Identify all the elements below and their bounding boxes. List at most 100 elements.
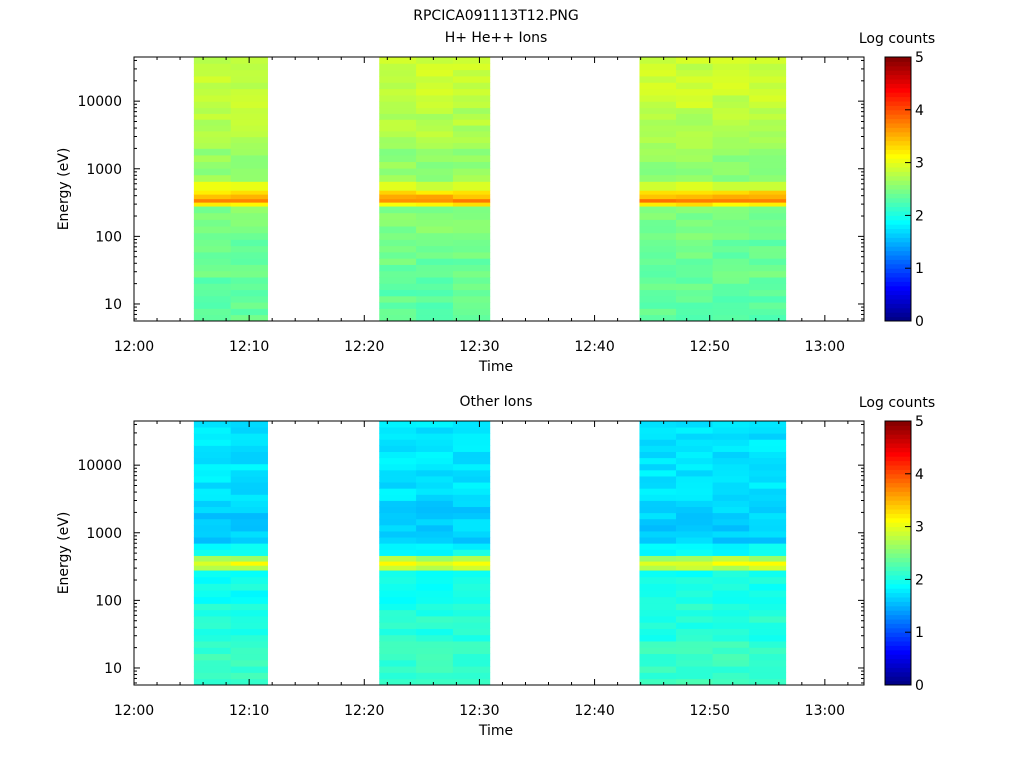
colorbar-tick-label: 4 — [915, 467, 924, 483]
heatmap-cell — [712, 69, 750, 77]
heatmap-cell — [416, 500, 454, 508]
heatmap-cell — [379, 63, 417, 71]
heatmap-cell — [452, 161, 491, 169]
heatmap-cell — [712, 531, 750, 538]
heatmap-cell — [379, 590, 417, 598]
heatmap-cell — [712, 537, 750, 544]
heatmap-cell — [379, 641, 417, 648]
heatmap-cell — [416, 264, 454, 272]
heatmap-cell — [676, 565, 713, 571]
heatmap-cell — [712, 308, 750, 316]
heatmap-cell — [749, 641, 787, 648]
heatmap-cell — [379, 302, 417, 309]
colorbar-swatch — [885, 101, 911, 106]
heatmap-cell — [230, 198, 268, 203]
heatmap-cell — [416, 88, 454, 96]
heatmap-cell — [193, 270, 232, 278]
heatmap-cell — [379, 107, 417, 114]
heatmap-cell — [749, 653, 787, 661]
heatmap-cell — [416, 622, 454, 629]
heatmap-cell — [639, 555, 677, 562]
heatmap-cell — [416, 433, 454, 440]
heatmap-cell — [193, 549, 232, 556]
colorbar-swatch — [885, 255, 911, 260]
heatmap-cell — [193, 113, 232, 120]
heatmap-cell — [676, 463, 713, 471]
heatmap-cell — [193, 647, 232, 655]
heatmap-cell — [452, 289, 491, 297]
heatmap-cell — [676, 289, 713, 297]
heatmap-cell — [712, 433, 750, 440]
heatmap-cell — [379, 283, 417, 291]
heatmap-cell — [712, 190, 750, 195]
heatmap-cell — [230, 206, 268, 214]
heatmap-cell — [676, 622, 713, 629]
heatmap-cell — [712, 439, 750, 446]
heatmap-cell — [749, 531, 787, 538]
colorbar-swatch — [885, 57, 911, 62]
heatmap-cell — [749, 565, 787, 571]
heatmap-cell — [379, 476, 417, 483]
colorbar-swatch — [885, 680, 911, 686]
colorbar-swatch — [885, 421, 911, 426]
heatmap-cell — [749, 494, 787, 501]
heatmap-cell — [749, 570, 787, 578]
heatmap-cell — [230, 672, 268, 680]
heatmap-cell — [639, 219, 677, 227]
heatmap-cell — [416, 57, 454, 64]
heatmap-cell — [676, 76, 713, 83]
heatmap-cell — [676, 212, 713, 220]
heatmap-cell — [676, 219, 713, 227]
heatmap-cell — [230, 482, 268, 489]
heatmap-cell — [230, 609, 268, 617]
heatmap-cell — [712, 125, 750, 132]
heatmap-cell — [193, 476, 232, 483]
heatmap-cell — [452, 427, 491, 434]
heatmap-cell — [193, 258, 232, 265]
heatmap-cell — [712, 113, 750, 120]
heatmap-cell — [452, 190, 491, 195]
heatmap-cell — [230, 647, 268, 655]
heatmap-cell — [416, 168, 454, 176]
colorbar-swatch — [885, 145, 911, 150]
heatmap-cell — [452, 314, 491, 322]
heatmap-cell — [452, 537, 491, 544]
heatmap-cell — [416, 245, 454, 253]
heatmap-cell — [230, 603, 268, 611]
heatmap-cell — [230, 125, 268, 132]
heatmap-cell — [193, 590, 232, 598]
colorbar-swatch — [885, 438, 911, 444]
heatmap-cell — [749, 590, 787, 598]
heatmap-cell — [639, 125, 677, 132]
heatmap-cell — [416, 232, 454, 240]
heatmap-cell — [749, 308, 787, 316]
heatmap-cell — [416, 469, 454, 477]
colorbar-swatch — [885, 189, 911, 194]
heatmap-cell — [193, 543, 232, 550]
heatmap-cell — [379, 570, 417, 578]
heatmap-cell — [639, 258, 677, 265]
colorbar-swatch — [885, 162, 911, 168]
heatmap-cell — [639, 202, 677, 207]
heatmap-cell — [676, 439, 713, 446]
heatmap-cell — [193, 634, 232, 642]
heatmap-cell — [193, 500, 232, 508]
colorbar-swatch — [885, 658, 911, 664]
heatmap-cell — [416, 590, 454, 598]
heatmap-cell — [676, 174, 713, 182]
heatmap-cell — [639, 476, 677, 483]
heatmap-cell — [416, 641, 454, 648]
heatmap-cell — [193, 463, 232, 471]
heatmap-cell — [379, 421, 417, 428]
colorbar-swatch — [885, 469, 911, 475]
heatmap-cell — [452, 155, 491, 163]
heatmap-cell — [230, 565, 268, 571]
heatmap-cell — [230, 524, 268, 532]
heatmap-cell — [379, 57, 417, 64]
heatmap-cell — [379, 488, 417, 495]
heatmap-cell — [639, 672, 677, 680]
heatmap-cell — [639, 570, 677, 578]
heatmap-cell — [379, 445, 417, 452]
heatmap-cell — [416, 76, 454, 83]
heatmap-cell — [712, 101, 750, 109]
